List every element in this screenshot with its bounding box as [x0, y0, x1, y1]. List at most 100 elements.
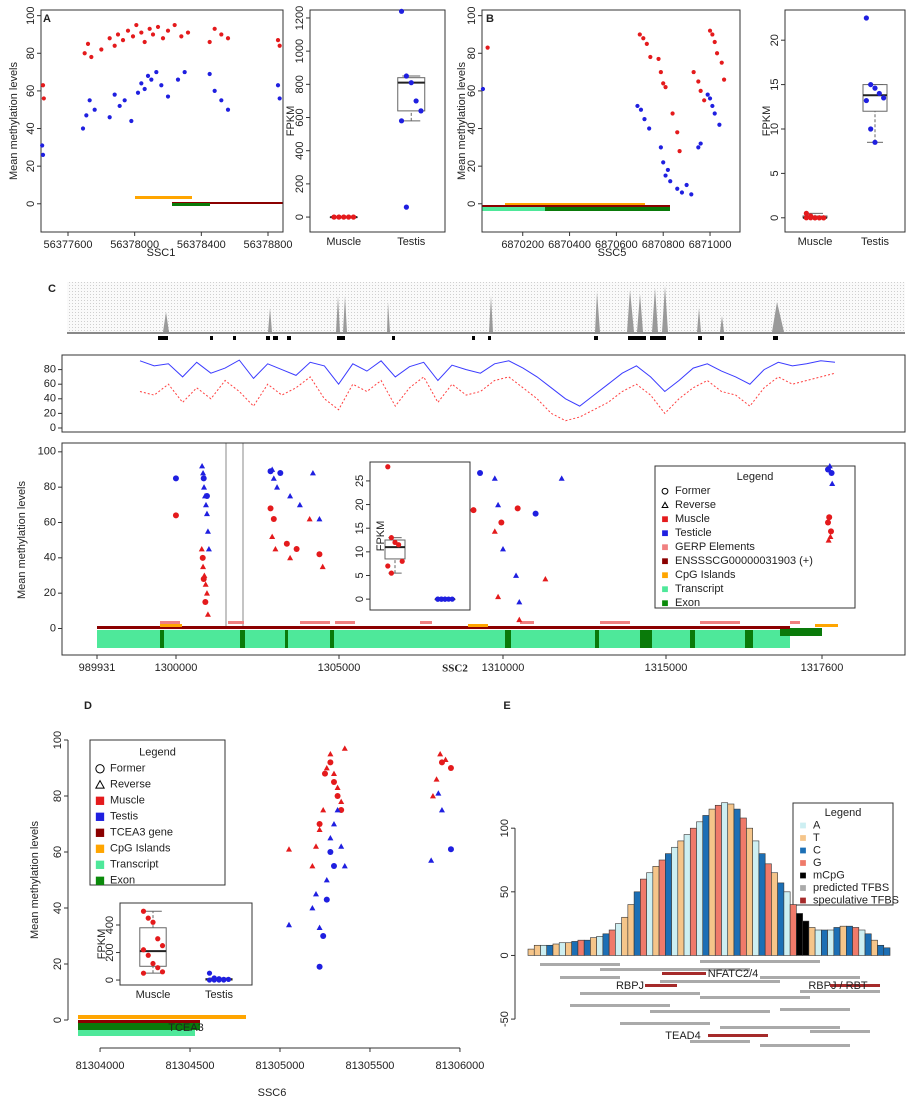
legend-label: C	[813, 844, 821, 856]
marker	[670, 111, 675, 116]
legend-label: predicted TFBS	[813, 882, 889, 894]
legend-label: ENSSSCG00000031903 (+)	[675, 555, 813, 567]
marker	[330, 779, 337, 785]
bar	[702, 815, 710, 956]
bar	[602, 933, 610, 956]
point	[803, 215, 809, 221]
plot-frame	[481, 9, 741, 233]
marker	[283, 540, 290, 547]
marker	[198, 546, 205, 552]
marker	[309, 905, 316, 911]
marker	[495, 501, 502, 508]
y-tick-label: 10	[769, 123, 781, 135]
plot-frame	[369, 461, 471, 611]
marker	[306, 515, 313, 522]
y-axis-label: Mean methylation levels	[16, 481, 28, 600]
x-tick-label: 1305000	[318, 662, 361, 674]
marker	[656, 56, 661, 62]
marker	[827, 533, 834, 540]
marker	[323, 896, 330, 903]
point	[435, 596, 441, 602]
bar	[533, 944, 541, 956]
x-tick-label: 81305000	[256, 1060, 305, 1072]
point	[403, 73, 409, 79]
point	[876, 90, 882, 97]
y-tick-label: 80	[25, 47, 37, 59]
bar	[864, 933, 872, 956]
legend-label: T	[813, 832, 820, 844]
marker	[172, 22, 177, 28]
plot-frame	[40, 9, 284, 233]
marker	[516, 616, 523, 623]
marker	[491, 475, 498, 481]
y-tick-label: 20	[466, 160, 478, 172]
annotation: RBPJ / RBT	[808, 980, 868, 992]
marker	[316, 963, 323, 970]
marker	[663, 173, 668, 178]
legend-marker	[95, 876, 105, 885]
bar	[596, 936, 604, 956]
y-tick-label: 40	[25, 122, 37, 134]
bar	[590, 937, 597, 956]
bar	[665, 853, 672, 956]
marker	[327, 835, 334, 841]
y-axis-label: FPKM	[375, 521, 387, 552]
plot-frame	[119, 902, 253, 986]
marker	[287, 554, 294, 561]
marker	[202, 501, 209, 508]
marker	[679, 190, 685, 195]
marker	[316, 515, 323, 522]
bar	[808, 927, 816, 956]
legend-marker	[662, 516, 668, 523]
marker	[514, 505, 521, 512]
legend-label: Exon	[675, 597, 700, 609]
bar	[658, 859, 666, 956]
legend-box	[89, 739, 226, 886]
marker	[558, 475, 565, 481]
point	[881, 95, 887, 101]
marker	[532, 510, 539, 517]
marker	[717, 122, 722, 127]
marker	[437, 751, 444, 757]
marker	[41, 96, 46, 101]
marker	[270, 475, 277, 481]
legend-label: mCpG	[813, 869, 845, 881]
marker	[442, 756, 449, 762]
legend-label: CpG Islands	[110, 843, 171, 855]
legend-marker	[800, 835, 806, 841]
y-tick-label: -50	[499, 1011, 511, 1027]
point	[350, 214, 357, 220]
y-tick-label: 0	[104, 977, 116, 983]
y-axis-label: Mean methylation levels	[8, 62, 20, 181]
annotation: NFATC2/4	[708, 968, 759, 980]
y-tick-label: 0	[52, 1017, 64, 1023]
marker	[447, 846, 454, 853]
legend-marker	[800, 860, 806, 866]
legend-box	[792, 802, 894, 906]
legend-marker	[662, 558, 668, 565]
bar	[527, 948, 535, 956]
point	[446, 596, 452, 602]
legend-marker	[661, 487, 669, 495]
y-tick-label: 80	[44, 481, 56, 493]
point	[331, 214, 337, 220]
bar	[839, 925, 847, 956]
point	[206, 977, 213, 983]
marker	[644, 41, 649, 46]
marker	[212, 88, 217, 93]
y-axis-label: Mean methylation levels	[456, 62, 468, 181]
legend-label: Exon	[110, 875, 135, 887]
legend-label: TCEA3 gene	[110, 827, 173, 839]
point	[206, 970, 213, 976]
point	[150, 960, 156, 967]
marker	[677, 149, 682, 154]
marker	[435, 790, 442, 796]
marker	[309, 863, 316, 869]
marker	[277, 96, 282, 101]
marker	[200, 470, 207, 476]
x-tick-label: 56378800	[244, 239, 293, 251]
y-tick-label: 400	[104, 916, 116, 934]
marker	[641, 36, 646, 41]
bar	[814, 929, 822, 956]
